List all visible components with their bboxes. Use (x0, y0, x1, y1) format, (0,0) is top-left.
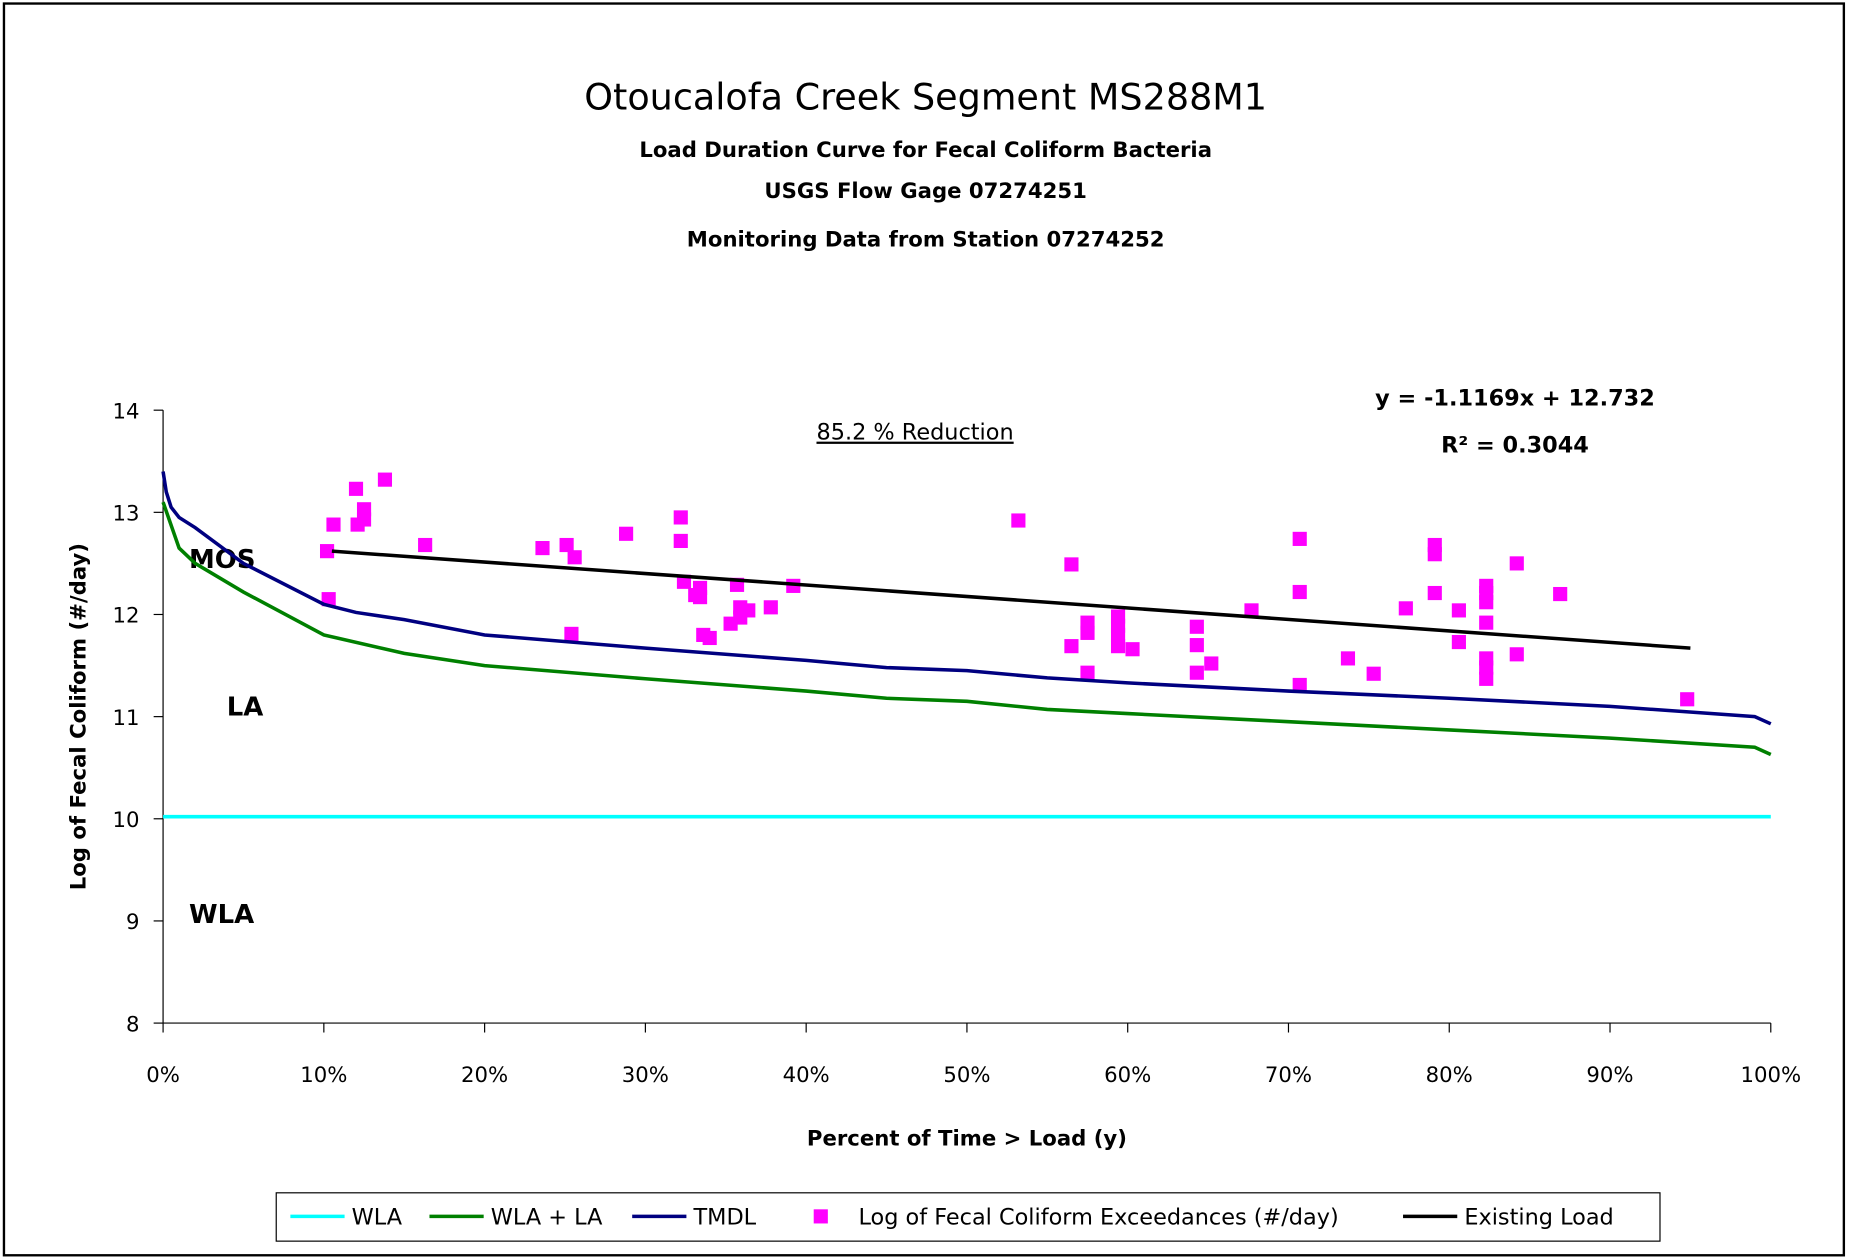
data-point (1451, 603, 1466, 618)
data-point (1427, 585, 1442, 601)
data-point (692, 590, 708, 605)
data-point (535, 541, 550, 556)
x-tick-label: 40% (783, 1063, 830, 1088)
data-point (1479, 615, 1494, 630)
data-point (763, 600, 778, 615)
data-point (348, 481, 364, 496)
data-point (418, 537, 433, 553)
x-tick-label: 20% (461, 1063, 508, 1088)
data-point (1680, 692, 1695, 707)
data-point (1189, 638, 1204, 653)
data-point (1427, 547, 1442, 562)
data-point (1125, 642, 1140, 657)
data-point (1398, 601, 1413, 616)
data-point (1509, 647, 1524, 662)
data-point (1064, 557, 1079, 572)
x-tick-label: 50% (943, 1063, 990, 1088)
series-line (161, 471, 1772, 726)
chart-title: Otoucalofa Creek Segment MS288M1 (584, 76, 1267, 119)
x-tick-label: 100% (1740, 1063, 1801, 1088)
y-tick-label: 12 (113, 604, 140, 629)
data-point (1292, 584, 1307, 600)
x-tick-label: 90% (1586, 1063, 1633, 1088)
y-tick-label: 13 (113, 502, 140, 527)
x-axis-label: Percent of Time > Load (y) (807, 1127, 1127, 1152)
legend-label: WLA (352, 1205, 403, 1231)
x-tick-label: 60% (1104, 1063, 1151, 1088)
data-point (1080, 665, 1095, 680)
zone-label: LA (227, 692, 264, 722)
y-tick-label: 9 (126, 910, 140, 935)
data-point (1064, 639, 1079, 654)
legend-label: TMDL (692, 1205, 756, 1231)
data-point (356, 512, 372, 527)
data-point (1110, 627, 1126, 642)
data-point (673, 533, 688, 549)
y-tick-label: 11 (113, 706, 140, 731)
y-axis-label: Log of Fecal Coliform (#/day) (66, 543, 91, 890)
data-point (1244, 603, 1259, 618)
series-line (161, 501, 1772, 757)
data-point (1080, 625, 1095, 640)
data-point (559, 537, 574, 553)
data-point (1479, 660, 1494, 675)
x-tick-label: 10% (300, 1063, 347, 1088)
legend-label: Existing Load (1464, 1205, 1613, 1231)
zone-label: MOS (189, 545, 256, 575)
subtitle: Load Duration Curve for Fecal Coliform B… (639, 138, 1212, 163)
series-line (331, 549, 1691, 650)
data-point (1340, 651, 1356, 666)
equation-annotation: y = -1.1169x + 12.732 (1375, 385, 1655, 411)
x-tick-label: 70% (1265, 1063, 1312, 1088)
data-point (702, 630, 717, 646)
data-point (1110, 639, 1126, 654)
y-tick-label: 8 (126, 1012, 140, 1037)
data-point (1292, 677, 1307, 693)
data-point (1509, 556, 1524, 571)
data-point (1292, 531, 1307, 546)
data-point (1366, 666, 1381, 681)
data-point (673, 510, 688, 525)
data-point (567, 550, 582, 565)
data-point (1479, 595, 1494, 610)
legend-label: Log of Fecal Coliform Exceedances (#/day… (858, 1205, 1338, 1231)
x-tick-label: 0% (146, 1063, 180, 1088)
data-point (1204, 656, 1219, 671)
subtitle: Monitoring Data from Station 07274252 (687, 227, 1165, 252)
reduction-annotation: 85.2 % Reduction (816, 420, 1013, 446)
data-point (319, 544, 335, 559)
zone-label: WLA (189, 900, 254, 930)
data-point (1189, 619, 1204, 634)
subtitle: USGS Flow Gage 07274251 (764, 179, 1087, 204)
legend-marker (813, 1209, 828, 1224)
data-point (1011, 513, 1026, 528)
data-point (564, 626, 579, 641)
data-point (1189, 665, 1204, 680)
r-squared-annotation: R² = 0.3044 (1441, 433, 1589, 459)
y-tick-label: 14 (113, 399, 140, 424)
x-tick-label: 30% (622, 1063, 669, 1088)
data-point (1553, 586, 1568, 602)
data-point (741, 603, 756, 618)
data-point (1451, 634, 1466, 650)
data-point (377, 472, 393, 487)
data-point (619, 526, 634, 541)
data-point (321, 592, 336, 607)
legend-label: WLA + LA (491, 1205, 603, 1231)
data-point (326, 517, 341, 532)
y-tick-label: 10 (113, 808, 140, 833)
data-point (1479, 671, 1494, 686)
x-tick-label: 80% (1426, 1063, 1473, 1088)
